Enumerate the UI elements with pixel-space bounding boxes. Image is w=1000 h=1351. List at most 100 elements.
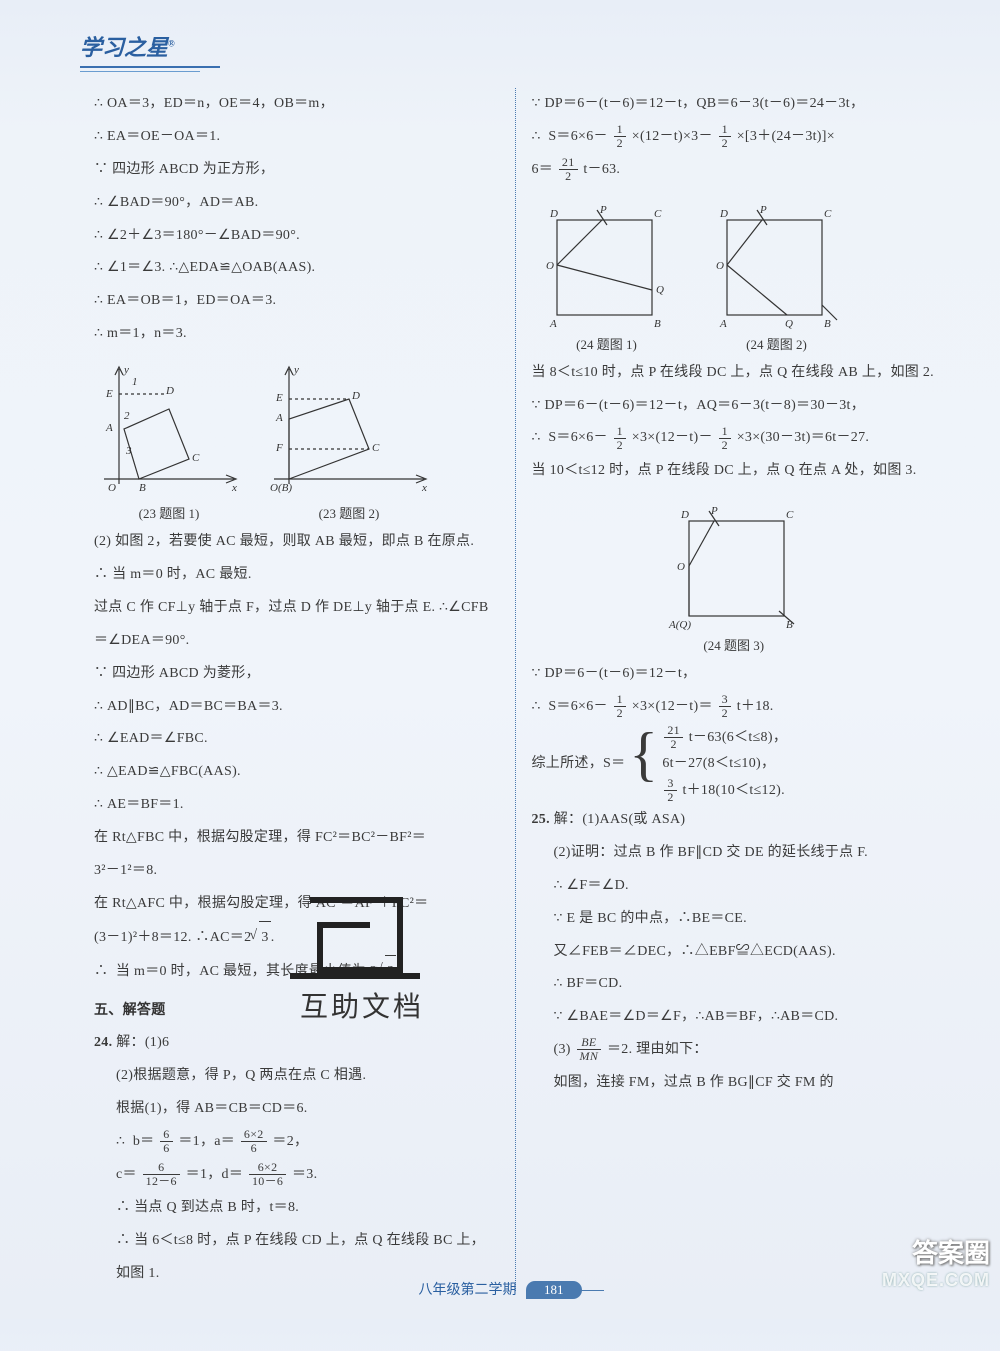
- t: t－63.: [583, 162, 620, 177]
- page-number-badge: 181: [526, 1281, 582, 1299]
- svg-text:P: P: [710, 505, 718, 517]
- n: 3: [719, 693, 731, 707]
- n: 1: [614, 123, 626, 137]
- t: b＝: [133, 1134, 155, 1149]
- text-line: AE＝BF＝1.: [94, 789, 499, 822]
- t: ×3×(12－t)－: [632, 430, 713, 445]
- frac: 12: [614, 693, 626, 720]
- n: 6×2: [241, 1128, 267, 1142]
- text-line: △EAD≌△FBC(AAS).: [94, 756, 499, 789]
- text-line: 如图，连接 FM，过点 B 作 BG∥CF 交 FM 的: [532, 1067, 937, 1100]
- text: 解：(1)AAS(或 ASA): [554, 812, 686, 827]
- svg-text:E: E: [275, 392, 283, 404]
- n: 6×2: [249, 1161, 286, 1175]
- frac: 212: [559, 156, 578, 183]
- t: ×3×(12－t)＝: [632, 699, 713, 714]
- text-line: EA＝OE－OA＝1.: [94, 121, 499, 154]
- text-line: 当点 Q 到达点 B 时，t＝8.: [94, 1192, 499, 1225]
- frac: 12: [614, 425, 626, 452]
- frac: 6×26: [241, 1128, 267, 1155]
- svg-text:B: B: [654, 318, 661, 330]
- d: 2: [614, 439, 626, 452]
- t: ＝3.: [292, 1167, 317, 1182]
- n: 1: [614, 425, 626, 439]
- text-line: (2)证明：过点 B 作 BF∥CD 交 DE 的延长线于点 F.: [532, 837, 937, 870]
- text-line: ∠1＝∠3. ∴△EDA≌△OAB(AAS).: [94, 252, 499, 285]
- svg-text:F: F: [275, 442, 283, 454]
- text: .: [396, 964, 400, 979]
- svg-text:O(B): O(B): [270, 482, 292, 494]
- n: 1: [719, 123, 731, 137]
- frac: 66: [160, 1128, 172, 1155]
- svg-text:y: y: [293, 364, 299, 376]
- frac: 32: [719, 693, 731, 720]
- frac: 12: [614, 123, 626, 150]
- frac-line: b＝ 66 ＝1，a＝ 6×26 ＝2，: [94, 1126, 499, 1159]
- text-line: 四边形 ABCD 为正方形，: [94, 154, 499, 187]
- n: 21: [559, 156, 578, 170]
- text-line: 在 Rt△FBC 中，根据勾股定理，得 FC²＝BC²－BF²＝: [94, 822, 499, 855]
- text-line: 在 Rt△AFC 中，根据勾股定理，得 AC²＝AF²＋FC²＝: [94, 888, 499, 921]
- svg-text:A: A: [105, 422, 113, 434]
- svg-text:B: B: [786, 619, 793, 631]
- t: ＝2. 理由如下：: [607, 1042, 708, 1057]
- d: 6: [160, 1142, 172, 1155]
- right-column: DP＝6－(t－6)＝12－t，QB＝6－3(t－6)＝24－3t， S＝6×6…: [518, 88, 951, 1291]
- columns: OA＝3，ED＝n，OE＝4，OB＝m， EA＝OE－OA＝1. 四边形 ABC…: [80, 88, 950, 1291]
- text-line: AD∥BC，AD＝BC＝BA＝3.: [94, 691, 499, 724]
- page-footer: 八年级第二学期 181: [0, 1279, 1000, 1299]
- text-line: 当 m＝0 时，AC 最短，其长度最小值为 23.: [94, 955, 499, 989]
- frac: 12: [719, 425, 731, 452]
- svg-text:C: C: [372, 442, 380, 454]
- svg-text:Q: Q: [656, 284, 664, 296]
- fig-caption: (24 题图 3): [659, 635, 809, 654]
- text-line: 又∠FEB＝∠DEC，∴△EBF≌△ECD(AAS).: [532, 936, 937, 969]
- brace: { 212 t－63(6＜t≤8)， 6t－27(8＜t≤10)， 32 t＋1…: [629, 724, 787, 804]
- diagram-24-2: DPC O AQB: [702, 195, 852, 330]
- svg-text:1: 1: [132, 376, 138, 388]
- n: 6: [160, 1128, 172, 1142]
- diagram-24-1: DPC OQ AB: [532, 195, 682, 330]
- text-line: 根据(1)，得 AB＝CB＝CD＝6.: [94, 1093, 499, 1126]
- problem-25: 25. 解：(1)AAS(或 ASA): [532, 804, 937, 837]
- reg-mark: ®: [168, 39, 175, 49]
- d: 2: [559, 170, 578, 183]
- corner-wm-line2: MXQE.COM: [882, 1270, 990, 1291]
- diagram-23-2: yx ED A FC O(B): [264, 359, 434, 499]
- text-line: DP＝6－(t－6)＝12－t，QB＝6－3(t－6)＝24－3t，: [532, 88, 937, 121]
- text-line: 过点 C 作 CF⊥y 轴于点 F，过点 D 作 DE⊥y 轴于点 E. ∴∠C…: [94, 592, 499, 658]
- d: 2: [614, 707, 626, 720]
- d: 2: [664, 791, 676, 804]
- fig-caption: (24 题图 1): [532, 334, 682, 353]
- svg-text:D: D: [351, 390, 360, 402]
- svg-text:D: D: [165, 385, 174, 397]
- text-line: BF＝CD.: [532, 968, 937, 1001]
- text-line: ∠BAD＝90°，AD＝AB.: [94, 187, 499, 220]
- brand-text: 学习之星: [80, 35, 168, 60]
- page: 学习之星® OA＝3，ED＝n，OE＝4，OB＝m， EA＝OE－OA＝1. 四…: [0, 0, 1000, 1351]
- text-line: ∠EAD＝∠FBC.: [94, 723, 499, 756]
- t: ＝2，: [272, 1134, 308, 1149]
- svg-text:Q: Q: [785, 318, 793, 330]
- text-line: ∠2＋∠3＝180°－∠BAD＝90°.: [94, 220, 499, 253]
- text-line: (2)根据题意，得 P，Q 两点在点 C 相遇.: [94, 1060, 499, 1093]
- text-line: DP＝6－(t－6)＝12－t，: [532, 658, 937, 691]
- frac: BEMN: [577, 1036, 602, 1063]
- svg-text:x: x: [231, 482, 237, 494]
- text-line: (3) BEMN ＝2. 理由如下：: [532, 1034, 937, 1067]
- d: 6: [241, 1142, 267, 1155]
- d: 12－6: [143, 1175, 180, 1188]
- svg-text:O: O: [677, 561, 685, 573]
- t: (3): [554, 1042, 571, 1057]
- svg-text:C: C: [654, 208, 662, 220]
- text-line: ∠F＝∠D.: [532, 870, 937, 903]
- d: 2: [719, 707, 731, 720]
- t: ＝1，a＝: [178, 1134, 235, 1149]
- column-divider: [515, 88, 516, 1291]
- figure-24-3: DPC O A(Q)B (24 题图 3): [659, 496, 809, 654]
- problem-24: 24. 解：(1)6: [94, 1027, 499, 1060]
- text-line: ∠BAE＝∠D＝∠F，∴AB＝BF，∴AB＝CD.: [532, 1001, 937, 1034]
- svg-text:y: y: [123, 364, 129, 376]
- text-line: S＝6×6－ 12 ×3×(12－t)－ 12 ×3×(30－3t)＝6t－27…: [532, 422, 937, 455]
- svg-text:O: O: [716, 260, 724, 272]
